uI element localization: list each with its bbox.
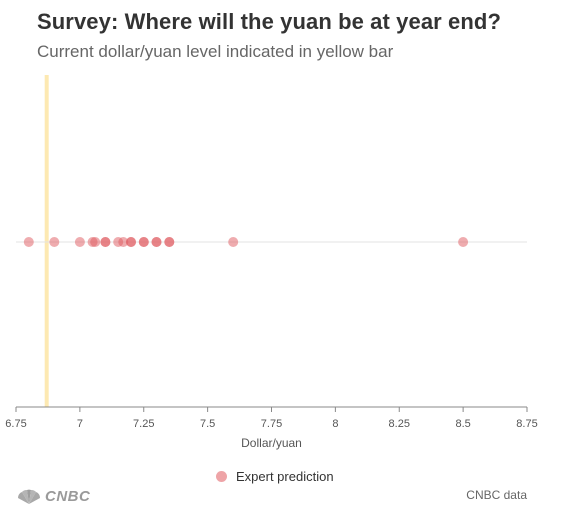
data-point <box>49 237 60 247</box>
peacock-icon <box>17 489 41 504</box>
data-point <box>151 237 162 247</box>
current-level-bar <box>44 75 49 407</box>
x-tick-label: 8.5 <box>455 418 470 430</box>
x-tick-label: 7 <box>77 418 83 430</box>
x-tick-label: 7.5 <box>200 418 215 430</box>
legend-label: Expert prediction <box>236 469 334 484</box>
cnbc-logo: CNBC <box>16 488 90 505</box>
source-note: CNBC data <box>466 488 527 502</box>
chart-title: Survey: Where will the yuan be at year e… <box>37 9 501 34</box>
data-point <box>74 237 85 247</box>
data-point <box>118 237 129 247</box>
x-tick-label: 8 <box>332 418 338 430</box>
x-tick-label: 6.75 <box>5 418 26 430</box>
x-tick-label: 7.75 <box>261 418 282 430</box>
data-point <box>126 237 136 247</box>
data-point <box>100 237 111 247</box>
cnbc-wordmark: CNBC <box>45 488 91 505</box>
legend-marker <box>216 471 227 482</box>
data-point <box>90 237 101 247</box>
data-point <box>138 237 149 247</box>
x-tick-label: 8.75 <box>516 418 537 430</box>
data-point <box>164 237 175 247</box>
x-tick-label: 8.25 <box>389 418 410 430</box>
x-tick-label: 7.25 <box>133 418 154 430</box>
data-point <box>23 237 34 247</box>
data-point <box>228 237 239 247</box>
data-point <box>458 237 469 247</box>
chart-subtitle: Current dollar/yuan level indicated in y… <box>37 42 394 61</box>
x-axis-label: Dollar/yuan <box>241 436 302 450</box>
legend: Expert prediction <box>216 469 334 484</box>
